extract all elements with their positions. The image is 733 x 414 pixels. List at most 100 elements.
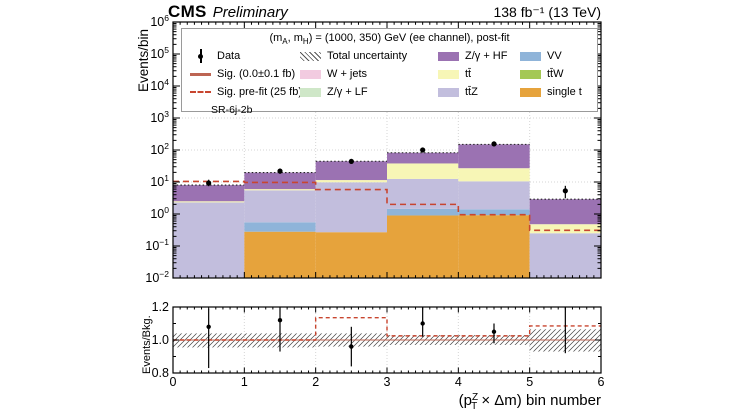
legend-entry-label: Z/γ + HF <box>465 50 508 62</box>
x-tick-label: 6 <box>598 375 605 389</box>
data-point <box>562 188 568 194</box>
legend-entry-label: Sig. pre-fit (25 fb) <box>217 86 302 98</box>
stack-segment-ttz <box>458 181 530 210</box>
stack-segment-zhf <box>529 199 601 225</box>
legend-entry: VV <box>520 47 582 65</box>
ratio-point <box>491 329 497 334</box>
legend-entry-label: tt̄W <box>547 68 564 80</box>
color-swatch-icon <box>300 69 321 79</box>
x-tick-label: 3 <box>384 375 391 389</box>
x-tick-label: 1 <box>241 375 248 389</box>
signal-line-icon <box>190 72 211 76</box>
ratio-point <box>420 321 425 326</box>
data-point <box>491 141 497 147</box>
x-tick-label: 5 <box>526 375 533 389</box>
stack-segment-vv <box>244 222 316 232</box>
y-tick-label: 103 <box>150 109 169 125</box>
stack-segment-singlet <box>315 232 387 278</box>
signal-prefit-line <box>173 180 601 232</box>
ratio-y-tick-label: 1.0 <box>152 333 169 347</box>
y-tick-label: 100 <box>150 205 169 221</box>
legend-box: (mA, mH) = (1000, 350) GeV (ee channel),… <box>181 28 598 116</box>
main-y-axis-title: Events/bin <box>136 28 151 92</box>
uncertainty-hatch-icon <box>300 51 321 61</box>
data-point <box>348 158 354 165</box>
stack-segment-zhf <box>387 152 459 164</box>
stack-segment-vv <box>387 208 459 216</box>
data-point <box>277 168 283 174</box>
y-tick-label: 104 <box>150 77 169 93</box>
ratio-y-tick-label: 1.2 <box>152 300 169 314</box>
ratio-point <box>206 324 211 329</box>
ratio-y-axis-title: Events/Bkg. <box>141 315 153 374</box>
luminosity-label: 138 fb⁻¹ (13 TeV) <box>493 4 601 20</box>
legend-entry: Z/γ + LF <box>300 83 407 101</box>
legend-title: (mA, mH) = (1000, 350) GeV (ee channel),… <box>269 32 510 47</box>
ratio-point <box>349 344 354 349</box>
stack-segment-vv <box>458 209 530 216</box>
color-swatch-icon <box>438 87 459 97</box>
legend-entry-label: VV <box>547 50 562 62</box>
x-tick-label: 4 <box>455 375 462 389</box>
stack-segment-ttz <box>173 202 245 278</box>
color-swatch-icon <box>438 69 459 79</box>
stack-segment-zhf <box>458 144 530 169</box>
legend-entry-label: tt̄ <box>465 68 472 80</box>
x-tick-label: 2 <box>312 375 319 389</box>
stack-segment-tt <box>173 201 245 203</box>
y-tick-label: 101 <box>150 173 169 189</box>
signal-prefit-line-icon <box>190 91 211 93</box>
legend-entry: Sig. (0.0±0.1 fb) <box>190 65 302 83</box>
region-label: SR-6j-2b <box>211 104 253 116</box>
x-title-suffix: × Δm) bin number <box>477 392 601 409</box>
color-swatch-icon <box>438 51 459 61</box>
stack-segment-tt <box>387 163 459 179</box>
stack-segment-singlet <box>244 231 316 278</box>
stack-segment-singlet <box>458 215 530 278</box>
color-swatch-icon <box>520 69 541 79</box>
stack-segment-zhf <box>315 161 387 181</box>
legend-entry-label: W + jets <box>327 68 368 80</box>
legend-entry-label: Total uncertainty <box>327 50 408 62</box>
legend-entry: tt̄Z <box>438 83 507 101</box>
color-swatch-icon <box>300 87 321 97</box>
x-tick-label: 0 <box>170 375 177 389</box>
legend-entry: W + jets <box>300 65 407 83</box>
legend-column-2: Total uncertainty W + jets Z/γ + LF <box>300 47 407 101</box>
stack-segment-tt <box>315 180 387 183</box>
data-point <box>420 147 426 153</box>
ratio-point <box>277 318 283 323</box>
stack-segment-zhf <box>244 172 316 190</box>
ratio-y-tick-label: 0.8 <box>152 366 169 380</box>
x-title-subscript: T <box>471 401 478 412</box>
y-tick-label: 10−2 <box>145 269 169 285</box>
data-marker-icon <box>190 49 211 63</box>
stack-segment-ttz <box>315 182 387 233</box>
x-title-superscript: Z <box>471 392 479 403</box>
data-point <box>206 180 212 186</box>
stack-segment-singlet <box>387 215 459 278</box>
legend-entry-label: Sig. (0.0±0.1 fb) <box>217 68 296 80</box>
cms-logo-text: CMS <box>168 2 207 21</box>
preliminary-label: Preliminary <box>212 4 288 21</box>
y-tick-label: 10−1 <box>145 237 169 253</box>
legend-entry: Z/γ + HF <box>438 47 507 65</box>
legend-column-3: Z/γ + HF tt̄ tt̄Z <box>438 47 507 101</box>
x-title-prefix: (p <box>458 392 472 409</box>
legend-entry: Sig. pre-fit (25 fb) <box>190 83 302 101</box>
stack-segment-ttz <box>529 233 601 278</box>
legend-entry: tt̄ <box>438 65 507 83</box>
stack-segment-tt <box>458 168 530 182</box>
stack-segment-tt <box>244 189 316 191</box>
legend-entry-label: Z/γ + LF <box>327 86 368 98</box>
color-swatch-icon <box>520 87 541 97</box>
legend-entry: single t <box>520 83 582 101</box>
legend-entry: tt̄W <box>520 65 582 83</box>
legend-entry-label: Data <box>217 50 241 62</box>
legend-entry-label: single t <box>547 86 582 98</box>
x-axis-title: (pZT × Δm) bin number <box>458 392 601 412</box>
experiment-header: CMS Preliminary <box>168 2 288 22</box>
legend-entry: Data <box>190 47 302 65</box>
